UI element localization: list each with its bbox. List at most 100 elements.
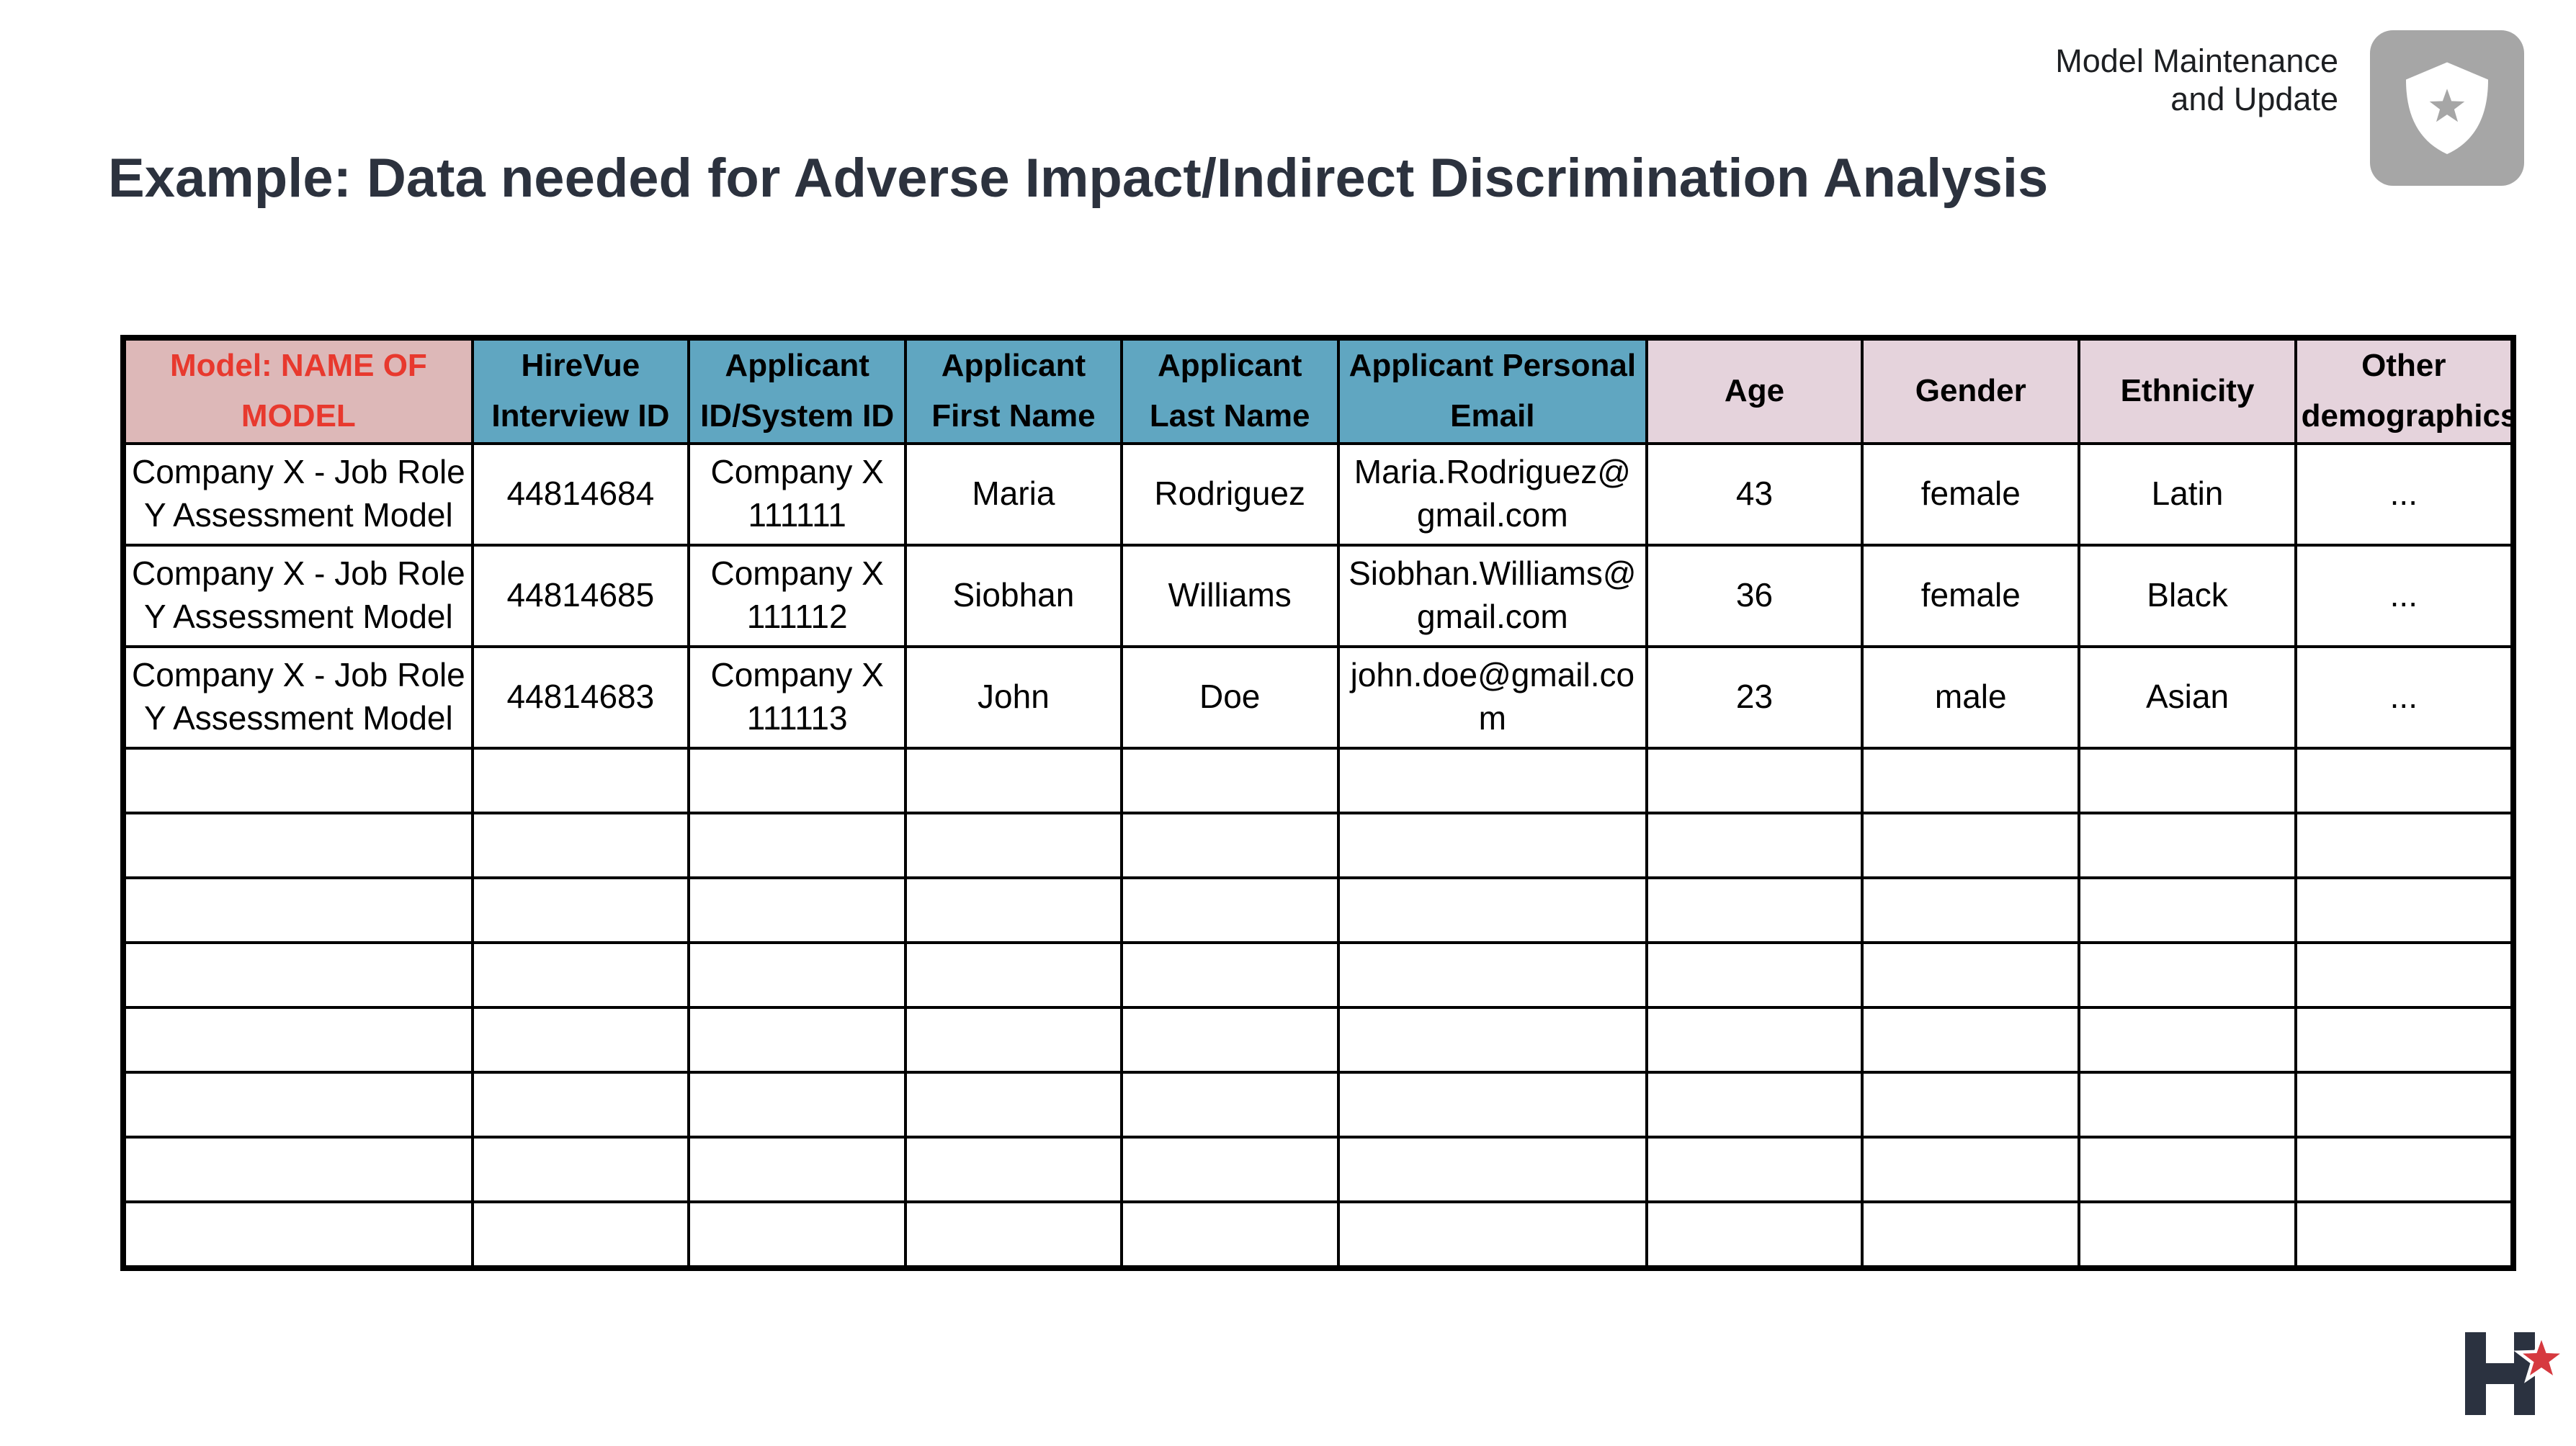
column-header-age: Age [1645, 336, 1864, 445]
table-empty-cell [2078, 940, 2297, 1009]
table-cell: Siobhan [904, 543, 1123, 648]
table-empty-cell [1336, 1135, 1648, 1203]
table-cell: 44814683 [470, 645, 691, 750]
column-header-ethnicity: Ethnicity [2078, 336, 2297, 445]
table-empty-row [122, 1070, 2515, 1139]
table-cell: Company X - Job Role Y Assessment Model [122, 543, 474, 648]
table-empty-cell [1336, 940, 1648, 1009]
table-empty-cell [687, 940, 908, 1009]
table-empty-cell [904, 1005, 1123, 1074]
table-cell: John [904, 645, 1123, 750]
table-empty-cell [470, 1005, 691, 1074]
table-empty-cell [1645, 876, 1864, 944]
table-empty-cell [470, 1070, 691, 1139]
table-empty-cell [1861, 876, 2081, 944]
page-title: Example: Data needed for Adverse Impact/… [108, 148, 2049, 209]
table-empty-cell [904, 1200, 1123, 1270]
adverse-impact-data-table: Model: NAME OF MODEL HireVue Interview I… [120, 335, 2516, 1271]
table-empty-cell [1119, 940, 1340, 1009]
table-empty-cell [1861, 811, 2081, 879]
table-cell: Latin [2078, 441, 2297, 547]
table-row: Company X - Job Role Y Assessment Model 4… [122, 543, 2515, 648]
table-cell: Company X - Job Role Y Assessment Model [122, 441, 474, 547]
table-empty-row [122, 1005, 2515, 1074]
table-cell: ... [2294, 543, 2515, 648]
table-cell: Company X 111113 [687, 645, 908, 750]
table-cell: ... [2294, 441, 2515, 547]
column-header-hirevue-interview-id: HireVue Interview ID [470, 336, 691, 445]
corner-tag: Model Maintenance and Update [2055, 42, 2338, 118]
table-empty-cell [1119, 876, 1340, 944]
table-empty-cell [122, 876, 474, 944]
table-empty-cell [687, 1070, 908, 1139]
table-empty-cell [1645, 1200, 1864, 1270]
table-cell: 44814685 [470, 543, 691, 648]
table-empty-cell [904, 940, 1123, 1009]
column-header-gender: Gender [1861, 336, 2081, 445]
column-header-model: Model: NAME OF MODEL [122, 336, 474, 445]
table-empty-cell [470, 1200, 691, 1270]
table-empty-cell [470, 876, 691, 944]
table-cell: Doe [1119, 645, 1340, 750]
table-row: Company X - Job Role Y Assessment Model 4… [122, 441, 2515, 547]
table-empty-cell [1861, 746, 2081, 814]
table-empty-cell [2294, 1135, 2515, 1203]
table-empty-cell [1336, 1200, 1648, 1270]
table-empty-row [122, 811, 2515, 879]
table-empty-cell [1861, 1005, 2081, 1074]
table-cell: 36 [1645, 543, 1864, 648]
shield-star-icon [2393, 53, 2501, 164]
table-empty-cell [1336, 876, 1648, 944]
table-empty-cell [1336, 1070, 1648, 1139]
table-empty-cell [2078, 1135, 2297, 1203]
table-empty-cell [1336, 746, 1648, 814]
table-cell: 44814684 [470, 441, 691, 547]
hirevue-h-star-icon [2458, 1330, 2573, 1422]
table-empty-cell [122, 940, 474, 1009]
table-empty-cell [122, 1135, 474, 1203]
table-cell: Company X 111111 [687, 441, 908, 547]
table-empty-row [122, 1135, 2515, 1203]
table-empty-cell [1861, 940, 2081, 1009]
table-cell: 43 [1645, 441, 1864, 547]
column-header-personal-email: Applicant Personal Email [1336, 336, 1648, 445]
table-empty-cell [1336, 811, 1648, 879]
table-empty-cell [904, 811, 1123, 879]
table-empty-cell [687, 811, 908, 879]
table-empty-cell [687, 1135, 908, 1203]
table-cell: female [1861, 543, 2081, 648]
table-row: Company X - Job Role Y Assessment Model 4… [122, 645, 2515, 750]
column-header-other-demographics: Other demographics [2294, 336, 2515, 445]
table-empty-cell [1645, 1070, 1864, 1139]
table-empty-cell [2294, 876, 2515, 944]
table-empty-cell [2294, 811, 2515, 879]
table-cell: ... [2294, 645, 2515, 750]
corner-tag-line2: and Update [2170, 81, 2338, 118]
table-empty-cell [1645, 1005, 1864, 1074]
table-empty-cell [2078, 1005, 2297, 1074]
table-empty-cell [2294, 1070, 2515, 1139]
table-empty-cell [1119, 1135, 1340, 1203]
table-empty-cell [2078, 1070, 2297, 1139]
table-cell: 23 [1645, 645, 1864, 750]
column-header-applicant-id: Applicant ID/System ID [687, 336, 908, 445]
table-empty-cell [470, 811, 691, 879]
table-empty-cell [2294, 940, 2515, 1009]
table-empty-cell [1861, 1200, 2081, 1270]
table-empty-row [122, 1200, 2515, 1270]
column-header-first-name: Applicant First Name [904, 336, 1123, 445]
table-empty-cell [2294, 1200, 2515, 1270]
table-cell: Black [2078, 543, 2297, 648]
table-empty-cell [1645, 940, 1864, 1009]
table-cell: Williams [1119, 543, 1340, 648]
table-container: Model: NAME OF MODEL HireVue Interview I… [120, 335, 2516, 1271]
table-empty-cell [1119, 1005, 1340, 1074]
table-empty-cell [904, 1135, 1123, 1203]
table-empty-cell [122, 1005, 474, 1074]
table-cell: john.doe@gmail.com [1336, 645, 1648, 750]
hirevue-logo [2458, 1329, 2573, 1419]
table-empty-cell [470, 940, 691, 1009]
table-empty-cell [2294, 1005, 2515, 1074]
table-cell: Company X - Job Role Y Assessment Model [122, 645, 474, 750]
